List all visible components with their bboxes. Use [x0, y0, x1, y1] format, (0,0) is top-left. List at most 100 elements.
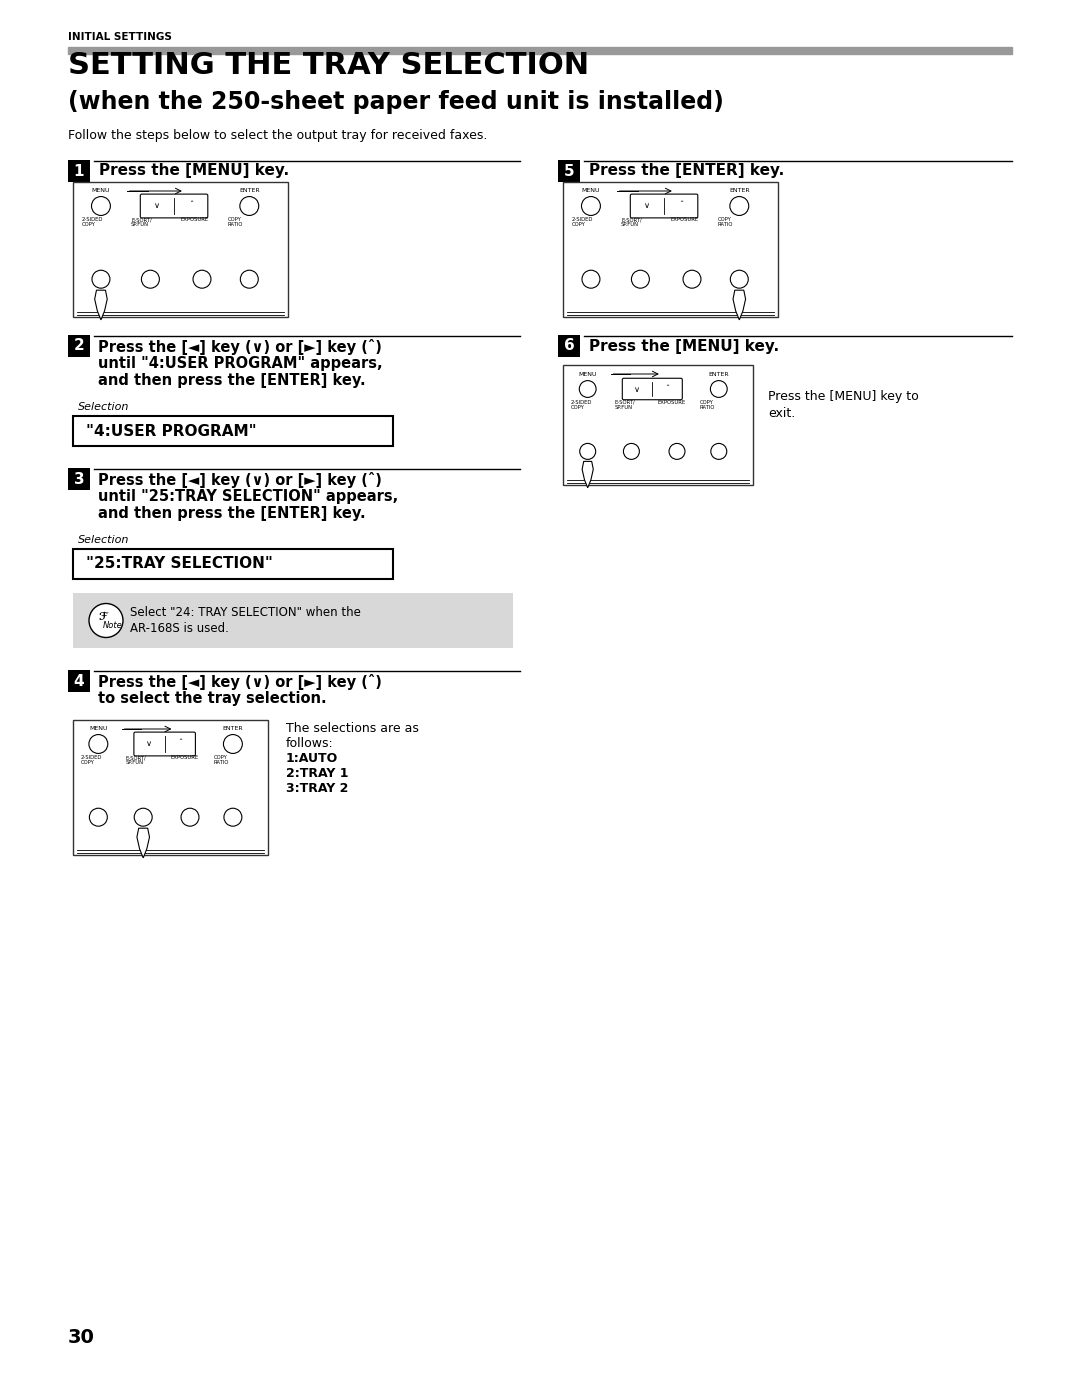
Circle shape	[240, 197, 259, 215]
Text: COPY: COPY	[718, 217, 731, 222]
Text: Press the [◄] key (∨) or [►] key (ˆ): Press the [◄] key (∨) or [►] key (ˆ)	[98, 673, 382, 690]
Text: ENTER: ENTER	[708, 372, 729, 377]
Text: 2:TRAY 1: 2:TRAY 1	[286, 767, 349, 780]
Text: COPY: COPY	[228, 217, 242, 222]
Bar	[68, 468, 90, 490]
Text: EXPOSURE: EXPOSURE	[180, 217, 208, 222]
Bar	[73, 549, 393, 578]
Circle shape	[632, 270, 649, 288]
Bar	[68, 671, 90, 692]
Circle shape	[580, 443, 596, 460]
Bar	[73, 592, 513, 648]
Text: E-SORT/: E-SORT/	[621, 217, 642, 222]
FancyBboxPatch shape	[134, 732, 195, 756]
Circle shape	[683, 270, 701, 288]
Text: Note: Note	[103, 622, 123, 630]
Text: 6: 6	[564, 338, 575, 353]
Text: "25:TRAY SELECTION": "25:TRAY SELECTION"	[86, 556, 273, 571]
Text: RATIO: RATIO	[214, 760, 229, 766]
Text: ENTER: ENTER	[729, 189, 750, 194]
Text: 2: 2	[73, 338, 84, 353]
Text: Press the [MENU] key.: Press the [MENU] key.	[589, 338, 779, 353]
Text: COPY: COPY	[214, 754, 227, 760]
Circle shape	[730, 270, 748, 288]
Bar	[68, 47, 1012, 54]
Text: SP.FUN: SP.FUN	[125, 760, 144, 766]
FancyBboxPatch shape	[631, 194, 698, 218]
Circle shape	[224, 735, 242, 753]
Bar	[73, 182, 288, 317]
Text: MENU: MENU	[92, 189, 110, 194]
Circle shape	[224, 809, 242, 826]
Bar	[68, 335, 90, 358]
Text: 2-SIDED: 2-SIDED	[82, 217, 103, 222]
Text: SP.FUN: SP.FUN	[131, 222, 149, 226]
Circle shape	[141, 270, 160, 288]
Circle shape	[579, 380, 596, 397]
Text: AR-168S is used.: AR-168S is used.	[130, 622, 229, 636]
Text: COPY: COPY	[570, 405, 584, 409]
Text: Select "24: TRAY SELECTION" when the: Select "24: TRAY SELECTION" when the	[130, 606, 361, 619]
Text: 4: 4	[73, 673, 84, 689]
Polygon shape	[582, 461, 593, 488]
Text: E-SORT/: E-SORT/	[615, 400, 635, 405]
Circle shape	[90, 809, 107, 826]
Text: 2-SIDED: 2-SIDED	[571, 217, 593, 222]
Circle shape	[581, 197, 600, 215]
Text: 1:AUTO: 1:AUTO	[286, 752, 338, 766]
Text: INITIAL SETTINGS: INITIAL SETTINGS	[68, 32, 172, 42]
Circle shape	[92, 270, 110, 288]
Bar	[68, 161, 90, 182]
Circle shape	[730, 197, 748, 215]
Text: E-SORT/: E-SORT/	[125, 754, 147, 760]
Text: (when the 250-sheet paper feed unit is installed): (when the 250-sheet paper feed unit is i…	[68, 89, 724, 115]
Text: COPY: COPY	[571, 222, 585, 226]
Polygon shape	[137, 828, 149, 858]
Text: until "4:USER PROGRAM" appears,: until "4:USER PROGRAM" appears,	[98, 356, 382, 372]
Text: and then press the [ENTER] key.: and then press the [ENTER] key.	[98, 506, 366, 521]
Text: EXPOSURE: EXPOSURE	[658, 400, 686, 405]
Text: MENU: MENU	[582, 189, 600, 194]
Text: and then press the [ENTER] key.: and then press the [ENTER] key.	[98, 373, 366, 388]
Circle shape	[669, 443, 685, 460]
Circle shape	[623, 443, 639, 460]
Text: The selections are as: The selections are as	[286, 722, 419, 735]
Text: ∨: ∨	[146, 739, 152, 749]
Text: RATIO: RATIO	[700, 405, 715, 409]
Bar	[563, 365, 753, 485]
Text: COPY: COPY	[82, 222, 95, 226]
Text: Press the [◄] key (∨) or [►] key (ˆ): Press the [◄] key (∨) or [►] key (ˆ)	[98, 339, 382, 355]
Text: 2-SIDED: 2-SIDED	[570, 400, 592, 405]
Text: Press the [◄] key (∨) or [►] key (ˆ): Press the [◄] key (∨) or [►] key (ˆ)	[98, 472, 382, 488]
Text: EXPOSURE: EXPOSURE	[171, 754, 199, 760]
Polygon shape	[95, 291, 107, 320]
Text: EXPOSURE: EXPOSURE	[671, 217, 699, 222]
Text: Follow the steps below to select the output tray for received faxes.: Follow the steps below to select the out…	[68, 129, 487, 142]
Text: 1: 1	[73, 163, 84, 179]
Text: 30: 30	[68, 1329, 95, 1347]
Circle shape	[711, 443, 727, 460]
Text: ˆ: ˆ	[189, 201, 193, 211]
Bar	[73, 719, 268, 855]
FancyBboxPatch shape	[622, 379, 683, 400]
Text: ENTER: ENTER	[222, 726, 243, 732]
Circle shape	[582, 270, 599, 288]
Text: ˆ: ˆ	[178, 739, 183, 749]
Text: ℱ: ℱ	[99, 612, 108, 623]
Text: 3: 3	[73, 472, 84, 486]
Circle shape	[89, 604, 123, 637]
Text: ∨: ∨	[153, 201, 160, 211]
Text: Press the [MENU] key to: Press the [MENU] key to	[768, 390, 919, 402]
Text: Selection: Selection	[78, 535, 130, 545]
Circle shape	[193, 270, 211, 288]
Text: ˆ: ˆ	[679, 201, 684, 211]
Text: RATIO: RATIO	[718, 222, 733, 226]
Text: MENU: MENU	[579, 372, 597, 377]
Circle shape	[181, 809, 199, 826]
Text: COPY: COPY	[81, 760, 95, 766]
Bar	[563, 182, 778, 317]
Text: Press the [ENTER] key.: Press the [ENTER] key.	[589, 163, 784, 179]
Circle shape	[241, 270, 258, 288]
Text: ∨: ∨	[634, 384, 640, 394]
Text: E-SORT/: E-SORT/	[131, 217, 152, 222]
